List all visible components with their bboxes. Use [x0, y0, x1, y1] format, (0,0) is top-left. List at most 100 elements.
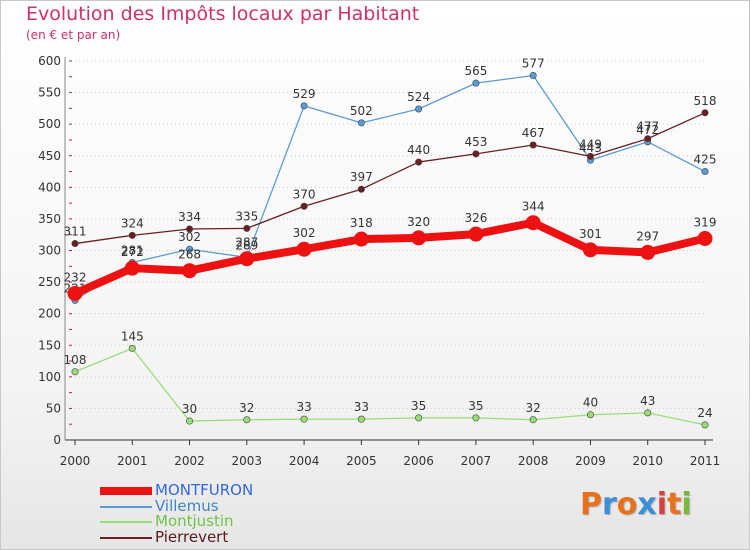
data-label: 397 [350, 170, 373, 184]
data-label: 24 [697, 406, 712, 420]
x-tick-label: 2000 [60, 454, 91, 468]
data-label: 311 [64, 225, 87, 239]
series-montjustin: 108 145 30 32 33 33 35 35 32 40 43 24 [64, 329, 713, 429]
y-tick-label: 500 [38, 117, 61, 131]
data-point [472, 79, 480, 87]
x-tick-label: 2005 [346, 454, 377, 468]
data-label: 334 [178, 210, 201, 224]
data-point [415, 105, 423, 113]
y-tick-label: 150 [38, 338, 61, 352]
data-label: 108 [64, 353, 87, 367]
series-line [74, 347, 706, 426]
logo-letter: r [602, 487, 617, 522]
data-label: 477 [636, 120, 659, 134]
logo-letter: P [580, 487, 602, 522]
data-label: 145 [121, 329, 144, 343]
x-tick-label: 2007 [461, 454, 492, 468]
y-tick-label: 350 [38, 212, 61, 226]
series-line [71, 218, 709, 298]
data-point [701, 168, 709, 176]
logo-letter: i [656, 487, 668, 522]
data-label: 449 [579, 137, 602, 151]
data-point [300, 202, 308, 210]
data-point [357, 185, 365, 193]
data-label: 319 [694, 215, 717, 229]
data-label: 272 [121, 245, 144, 259]
data-point [239, 251, 255, 267]
data-label: 467 [522, 126, 545, 140]
legend-swatch [100, 536, 152, 539]
data-point [243, 224, 251, 232]
data-label: 440 [407, 143, 430, 157]
data-label: 281 [121, 244, 144, 258]
data-point [128, 344, 136, 352]
data-point [586, 152, 594, 160]
y-tick-label: 300 [38, 244, 61, 258]
legend-label: Montjustin [155, 512, 234, 530]
data-point [644, 409, 652, 417]
y-tick-label: 550 [38, 86, 61, 100]
data-label: 326 [464, 211, 487, 225]
data-label: 33 [354, 400, 369, 414]
data-point [124, 260, 140, 276]
data-label: 43 [640, 394, 655, 408]
data-point [300, 102, 308, 110]
y-tick-label: 400 [38, 180, 61, 194]
data-label: 297 [636, 229, 659, 243]
data-point [529, 72, 537, 80]
data-point [182, 263, 198, 279]
data-label: 232 [64, 270, 87, 284]
y-tick-label: 100 [38, 370, 61, 384]
legend-label: Villemus [155, 496, 219, 515]
x-tick-label: 2006 [403, 454, 434, 468]
data-point [357, 119, 365, 127]
x-tick-label: 2003 [232, 454, 263, 468]
legend-swatch [100, 487, 152, 495]
x-tick-label: 2011 [690, 454, 721, 468]
legend-swatch [100, 505, 152, 508]
data-point [353, 231, 369, 247]
data-point [697, 230, 713, 246]
data-point [640, 244, 656, 260]
data-point [186, 225, 194, 233]
data-label: 472 [636, 123, 659, 137]
logo-letter: o [616, 487, 638, 522]
data-point [296, 241, 312, 257]
data-label: 344 [522, 200, 545, 214]
data-point [415, 158, 423, 166]
data-point [71, 240, 79, 248]
data-label: 502 [350, 104, 373, 118]
data-label: 32 [526, 401, 541, 415]
data-label: 320 [407, 215, 430, 229]
data-label: 35 [468, 399, 483, 413]
data-label: 289 [235, 238, 258, 252]
data-point [529, 416, 537, 424]
data-point [701, 109, 709, 117]
data-point [411, 230, 427, 246]
page-title: Evolution des Impôts locaux par Habitant [26, 3, 420, 25]
data-label: 518 [694, 94, 717, 108]
data-point [186, 245, 194, 253]
data-label: 318 [350, 216, 373, 230]
data-point [415, 414, 423, 422]
data-label: 301 [579, 227, 602, 241]
logo-letter: x [637, 487, 657, 522]
data-label: 40 [583, 396, 598, 410]
data-label: 524 [407, 90, 430, 104]
data-point [243, 416, 251, 424]
x-tick-label: 2009 [575, 454, 606, 468]
data-label: 268 [178, 248, 201, 262]
data-point [128, 231, 136, 239]
series-pierrevert: 311 324 334 335 370 397 440 453 467 449 477 518 [64, 94, 717, 248]
data-point [472, 150, 480, 158]
series-line [74, 74, 706, 302]
y-tick-label: 200 [38, 307, 61, 321]
logo-letter: t [667, 487, 682, 522]
series-line [74, 112, 706, 245]
y-tick-label: 50 [46, 401, 61, 415]
data-point [525, 215, 541, 231]
data-label: 287 [235, 236, 258, 250]
data-point [701, 421, 709, 429]
data-label: 453 [464, 135, 487, 149]
